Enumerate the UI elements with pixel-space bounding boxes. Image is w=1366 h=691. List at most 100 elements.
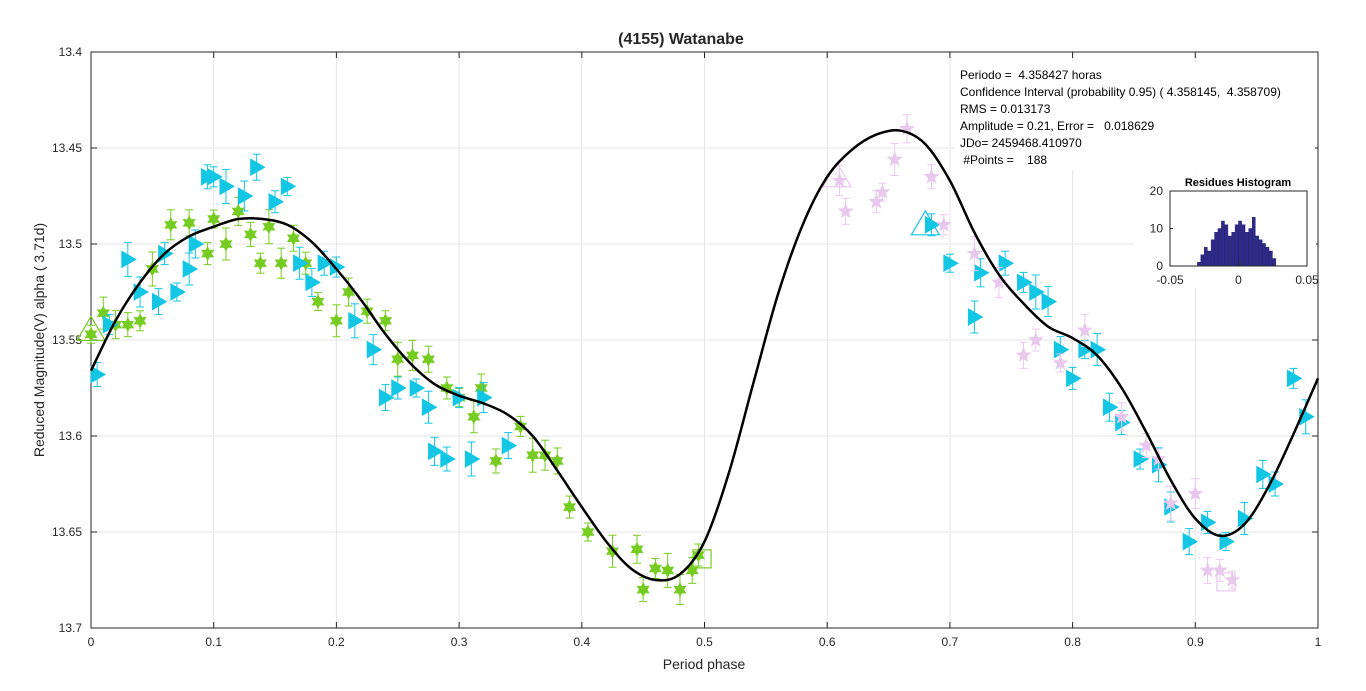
- x-tick-label: 1: [1315, 635, 1322, 649]
- data-point: [378, 388, 395, 407]
- histogram-bar: [1238, 220, 1242, 267]
- data-point: [1076, 321, 1093, 338]
- data-point: [1286, 369, 1303, 388]
- data-point: [581, 524, 595, 540]
- data-point: [378, 313, 393, 329]
- data-point: [90, 365, 107, 384]
- outlined-square-marker: [1216, 572, 1236, 592]
- data-point: [84, 326, 98, 342]
- data-point: [464, 450, 481, 468]
- data-point: [923, 168, 940, 184]
- data-point: [253, 255, 267, 271]
- data-point: [924, 215, 941, 234]
- histogram-bar: [1234, 224, 1239, 267]
- data-point: [1027, 331, 1044, 347]
- info-line-jdo: JDo= 2459468.410970: [960, 136, 1082, 150]
- x-axis-label: Period phase: [663, 656, 746, 672]
- data-point: [648, 560, 662, 577]
- y-tick-label: 13.5: [59, 237, 83, 251]
- info-box: Periodo = 4.358427 horas Confidence Inte…: [955, 62, 1315, 170]
- data-point: [526, 447, 540, 463]
- histogram-bar: [1200, 254, 1205, 267]
- info-box-background: [955, 62, 1315, 170]
- data-point: [673, 582, 687, 598]
- series-triangle-right: [90, 153, 1315, 556]
- y-tick-label: 13.55: [52, 333, 82, 347]
- histogram-x-tick-label: 0: [1235, 273, 1242, 287]
- data-point: [311, 294, 325, 310]
- data-point: [489, 453, 503, 469]
- data-point: [868, 193, 885, 209]
- histogram-bar: [1265, 247, 1270, 267]
- data-point: [200, 246, 215, 262]
- histogram-bar: [1258, 239, 1263, 267]
- info-line-amplitude: Amplitude = 0.21, Error = 0.018629: [960, 119, 1154, 133]
- y-tick-label: 13.4: [59, 45, 83, 59]
- data-point: [886, 151, 903, 167]
- histogram-bar: [1210, 239, 1215, 267]
- data-point: [440, 380, 454, 396]
- data-point: [262, 219, 276, 235]
- histogram-bar: [1272, 258, 1277, 267]
- data-point: [1041, 292, 1058, 311]
- y-tick-label: 13.45: [52, 141, 82, 155]
- data-point: [1015, 347, 1032, 363]
- data-point: [428, 442, 444, 461]
- histogram-bar: [1214, 232, 1218, 267]
- data-point: [966, 245, 983, 261]
- data-point: [1053, 340, 1070, 359]
- data-point: [219, 236, 233, 252]
- data-point: [440, 450, 456, 468]
- x-tick-label: 0.6: [819, 635, 836, 649]
- data-point: [562, 499, 577, 515]
- data-point: [831, 172, 848, 188]
- data-point: [293, 254, 309, 273]
- series-hexagram: [84, 196, 705, 606]
- histogram-bar: [1197, 262, 1201, 267]
- histogram-bar: [1245, 232, 1249, 267]
- outlined-triangle-marker: [75, 315, 107, 341]
- data-point: [366, 340, 383, 359]
- data-point: [1201, 513, 1217, 532]
- histogram-bar: [1248, 228, 1253, 267]
- data-point: [661, 562, 675, 578]
- data-point: [1162, 494, 1179, 511]
- y-axis-ticks: 13.4 13.45 13.5 13.55 13.6 13.65 13.7: [52, 45, 1318, 635]
- histogram-bar: [1207, 250, 1212, 267]
- data-point: [391, 379, 407, 397]
- data-point: [250, 158, 266, 177]
- histogram-bar: [1224, 224, 1229, 267]
- data-point: [1219, 532, 1235, 551]
- histogram-bar: [1221, 220, 1225, 267]
- histogram-y-tick-label: 20: [1150, 184, 1164, 198]
- x-tick-label: 0.7: [942, 635, 959, 649]
- x-tick-label: 0.8: [1064, 635, 1081, 649]
- data-point: [274, 255, 288, 271]
- x-tick-label: 0: [88, 635, 95, 649]
- data-point: [967, 308, 984, 326]
- histogram-bar: [1228, 235, 1232, 267]
- data-point: [207, 211, 221, 227]
- y-tick-label: 13.7: [59, 621, 83, 635]
- data-point: [935, 216, 952, 232]
- data-point: [342, 284, 356, 300]
- info-line-rms: RMS = 0.013173: [960, 102, 1051, 116]
- data-point: [605, 543, 620, 559]
- data-point: [188, 235, 205, 253]
- data-point: [630, 541, 644, 557]
- histogram-title: Residues Histogram: [1185, 177, 1292, 189]
- histogram-bar: [1251, 217, 1256, 267]
- data-point: [501, 436, 518, 455]
- data-point: [1102, 398, 1119, 417]
- data-point: [121, 250, 137, 269]
- data-point: [237, 187, 254, 205]
- x-tick-label: 0.9: [1187, 635, 1204, 649]
- y-tick-label: 13.65: [52, 525, 82, 539]
- histogram-x-tick-label: -0.05: [1156, 273, 1184, 287]
- data-point: [467, 409, 481, 425]
- histogram-y-tick-label: 10: [1150, 222, 1164, 236]
- data-point: [1133, 450, 1150, 468]
- data-point: [329, 313, 343, 329]
- data-point: [550, 453, 564, 469]
